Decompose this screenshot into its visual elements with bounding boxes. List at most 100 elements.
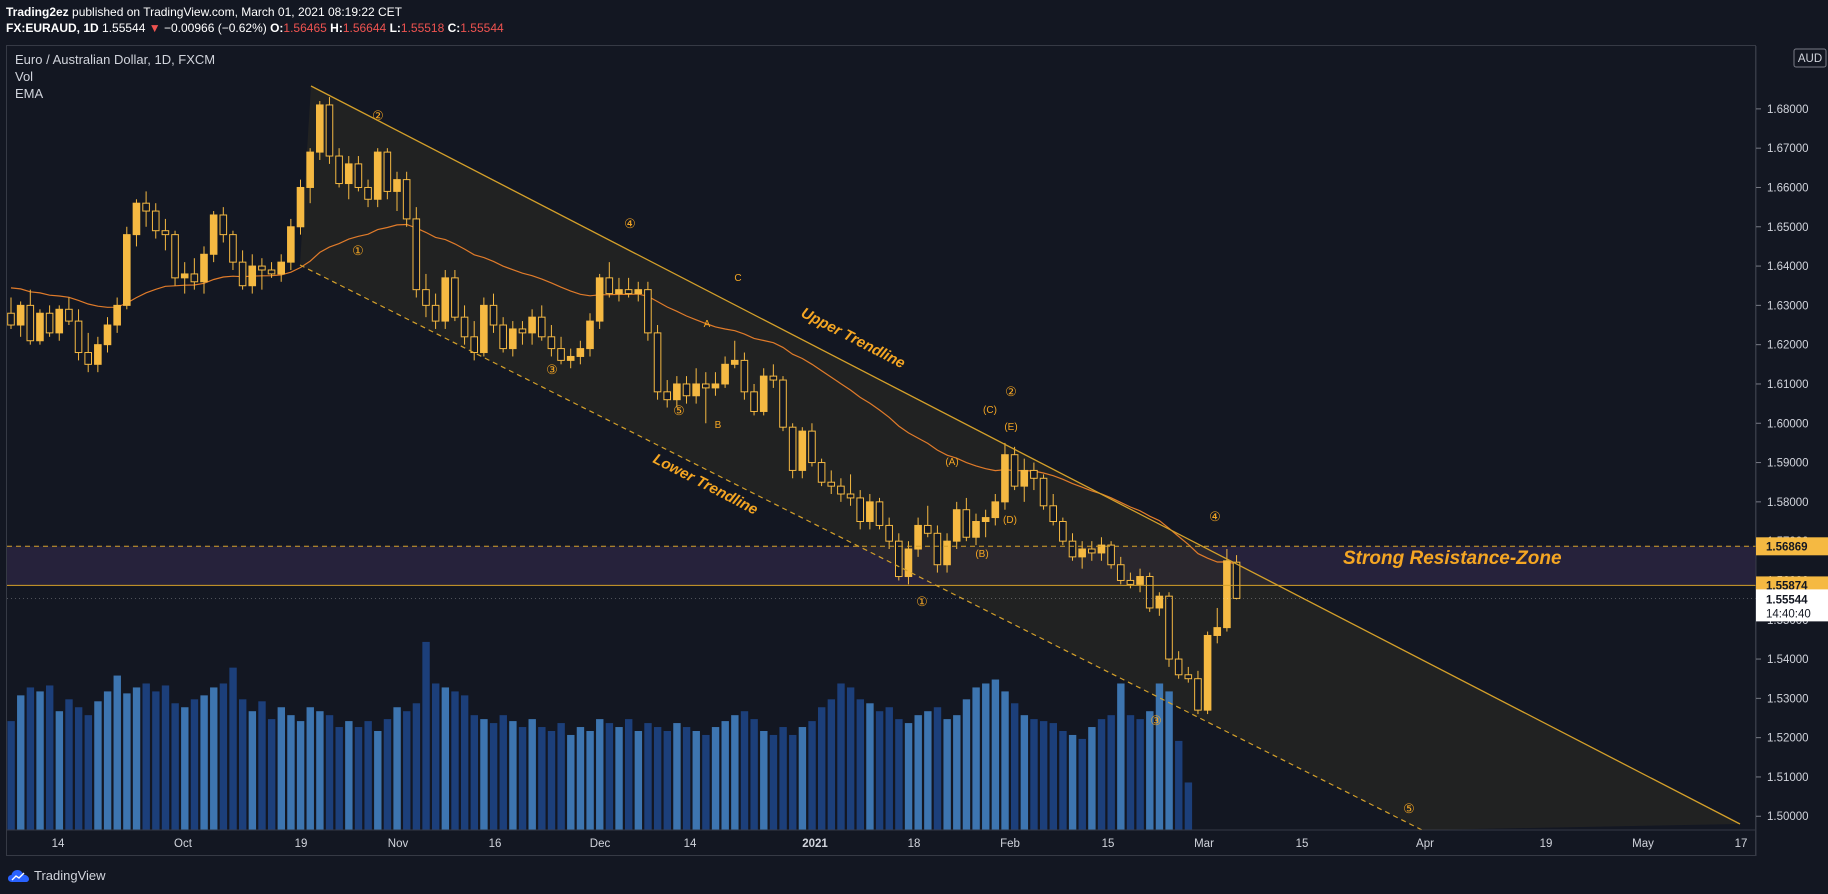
candle-body[interactable] <box>460 316 469 338</box>
candle-body[interactable] <box>1001 454 1009 503</box>
candle-body[interactable] <box>238 261 247 287</box>
candle-body[interactable] <box>171 234 179 279</box>
candle-body[interactable] <box>364 186 372 200</box>
candle-body[interactable] <box>74 320 83 354</box>
candle-body[interactable] <box>1174 658 1183 676</box>
candle-body[interactable] <box>36 312 44 342</box>
upper-trendline[interactable] <box>310 85 1741 825</box>
candle-body[interactable] <box>846 493 855 499</box>
candle-body[interactable] <box>325 104 334 157</box>
candle-body[interactable] <box>209 214 218 255</box>
candle-body[interactable] <box>1030 469 1038 479</box>
candle-body[interactable] <box>1194 678 1202 711</box>
candle-body[interactable] <box>1136 576 1144 585</box>
candle-body[interactable] <box>866 501 874 523</box>
candle-body[interactable] <box>1068 540 1077 558</box>
candle-body[interactable] <box>480 304 488 354</box>
candle-body[interactable] <box>692 383 700 397</box>
legend-title[interactable]: Euro / Australian Dollar, 1D, FXCM <box>15 52 216 67</box>
candle-body[interactable] <box>1107 544 1115 566</box>
candle-body[interactable] <box>287 226 295 263</box>
candle-body[interactable] <box>142 202 150 212</box>
candle-body[interactable] <box>605 277 614 295</box>
candle-body[interactable] <box>702 383 710 389</box>
currency-badge[interactable] <box>1793 48 1827 68</box>
candle-body[interactable] <box>55 308 64 334</box>
candle-body[interactable] <box>798 430 807 471</box>
candle-body[interactable] <box>750 391 758 412</box>
publisher-name[interactable]: Trading2ez <box>6 5 69 19</box>
candle-body[interactable] <box>1213 627 1222 636</box>
candle-body[interactable] <box>219 214 228 236</box>
candle-body[interactable] <box>1145 576 1154 609</box>
tradingview-logo[interactable]: TradingView <box>8 868 106 883</box>
candle-body[interactable] <box>402 179 411 220</box>
candle-body[interactable] <box>431 304 440 322</box>
candle-body[interactable] <box>65 308 73 322</box>
candle-body[interactable] <box>1223 560 1231 629</box>
candle-body[interactable] <box>316 104 324 153</box>
candle-body[interactable] <box>489 304 498 326</box>
candle-body[interactable] <box>875 501 884 526</box>
candle-body[interactable] <box>682 383 691 397</box>
candle-body[interactable] <box>624 289 633 295</box>
candle-body[interactable] <box>190 273 199 283</box>
candle-body[interactable] <box>383 151 392 192</box>
candle-body[interactable] <box>1078 548 1086 558</box>
candle-body[interactable] <box>721 363 729 385</box>
price-axis[interactable] <box>1756 46 1828 862</box>
candle-body[interactable] <box>103 324 112 346</box>
candle-body[interactable] <box>730 359 739 365</box>
candle-body[interactable] <box>1155 595 1164 609</box>
candle-body[interactable] <box>673 383 681 401</box>
candle-body[interactable] <box>412 218 421 291</box>
candle-body[interactable] <box>595 277 604 322</box>
candle-body[interactable] <box>1116 564 1125 581</box>
candle-body[interactable] <box>711 383 720 389</box>
candle-body[interactable] <box>923 524 932 534</box>
candle-body[interactable] <box>576 348 585 357</box>
candle-body[interactable] <box>885 524 893 542</box>
candle-body[interactable] <box>1010 454 1019 487</box>
candle-body[interactable] <box>1088 548 1096 554</box>
candle-body[interactable] <box>981 517 990 523</box>
candle-body[interactable] <box>566 355 575 361</box>
candle-body[interactable] <box>470 336 478 354</box>
candle-body[interactable] <box>837 485 845 495</box>
candle-body[interactable] <box>817 462 826 483</box>
candle-body[interactable] <box>808 430 816 464</box>
candle-body[interactable] <box>827 481 836 487</box>
candle-body[interactable] <box>151 210 160 232</box>
candle-body[interactable] <box>1059 521 1067 542</box>
candle-body[interactable] <box>557 348 565 361</box>
candle-body[interactable] <box>1049 505 1058 523</box>
candle-body[interactable] <box>373 151 382 200</box>
candle-body[interactable] <box>161 230 170 236</box>
candle-body[interactable] <box>45 312 54 334</box>
candle-body[interactable] <box>653 332 662 393</box>
candle-body[interactable] <box>258 265 266 271</box>
candle-body[interactable] <box>895 540 903 578</box>
candle-body[interactable] <box>547 336 556 350</box>
candle-body[interactable] <box>788 426 797 471</box>
candle-body[interactable] <box>904 548 913 578</box>
candle-body[interactable] <box>644 289 652 334</box>
candle-body[interactable] <box>1039 477 1048 507</box>
candle-body[interactable] <box>180 273 189 279</box>
candle-body[interactable] <box>335 155 343 185</box>
candle-body[interactable] <box>7 312 15 326</box>
candle-body[interactable] <box>991 501 1000 519</box>
legend-ema[interactable]: EMA <box>15 86 44 101</box>
candle-body[interactable] <box>200 253 208 283</box>
candle-body[interactable] <box>1097 544 1106 554</box>
candle-body[interactable] <box>84 352 93 365</box>
candle-body[interactable] <box>229 234 237 263</box>
candle-body[interactable] <box>393 179 401 192</box>
candle-body[interactable] <box>769 375 778 381</box>
lower-trendline[interactable] <box>299 264 1423 831</box>
candle-body[interactable] <box>962 509 971 538</box>
candle-body[interactable] <box>1232 561 1241 599</box>
candle-body[interactable] <box>499 324 507 350</box>
candle-body[interactable] <box>952 509 961 542</box>
